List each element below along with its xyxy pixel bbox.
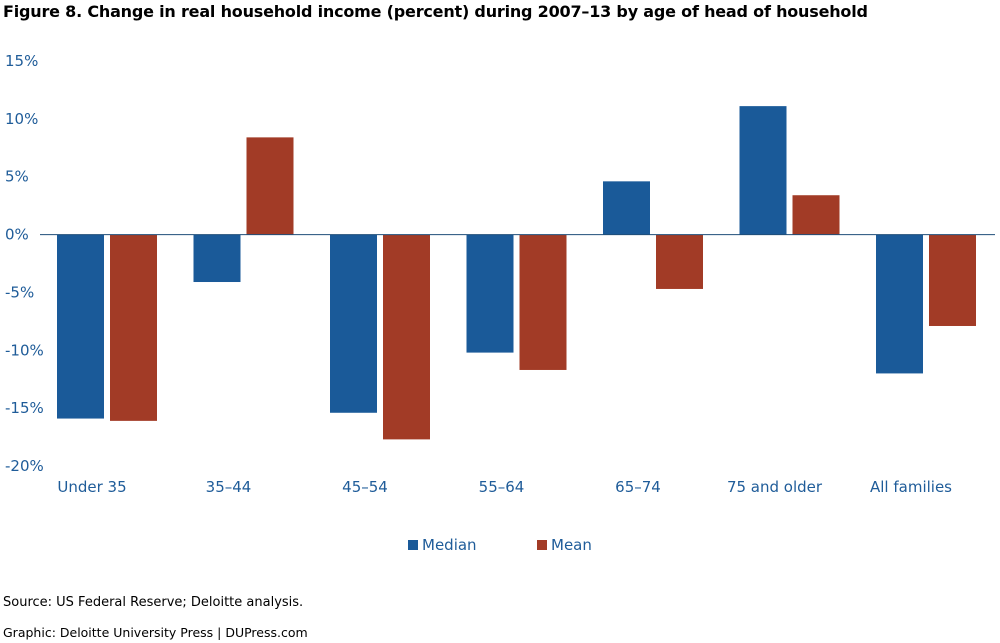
x-category-label: 35–44: [206, 478, 252, 496]
legend: Median Mean: [0, 536, 1000, 556]
legend-swatch-mean: [537, 540, 547, 550]
bar-mean: [929, 234, 976, 326]
bar-median: [193, 234, 241, 283]
x-axis-labels: Under 35 35–44 45–54 55–64 65–74 75 and older…: [57, 478, 952, 496]
chart-title: Figure 8. Change in real household incom…: [3, 2, 868, 21]
x-category-label: 75 and older: [727, 478, 823, 496]
x-category-label: 45–54: [342, 478, 388, 496]
x-category-label: 55–64: [479, 478, 525, 496]
y-tick-label: -10%: [5, 341, 44, 359]
graphic-credit: Graphic: Deloitte University Press | DUP…: [3, 625, 308, 640]
y-tick-label: 15%: [5, 52, 38, 70]
legend-swatch-median: [408, 540, 418, 550]
bar-mean: [383, 234, 430, 440]
legend-item-mean: Mean: [537, 536, 592, 554]
bar-mean: [792, 195, 840, 235]
legend-label-median: Median: [422, 536, 477, 554]
legend-label-mean: Mean: [551, 536, 592, 554]
x-category-label: All families: [870, 478, 952, 496]
bar-median: [603, 181, 650, 235]
y-tick-label: -20%: [5, 457, 44, 475]
bar-median: [466, 234, 514, 353]
y-tick-label: 10%: [5, 110, 38, 128]
y-tick-label: 0%: [5, 226, 29, 244]
y-axis-ticks: 15% 10% 5% 0% -5% -10% -15% -20%: [5, 52, 44, 475]
bar-mean: [246, 137, 294, 235]
bar-median: [876, 234, 923, 374]
x-category-label: Under 35: [57, 478, 126, 496]
bar-mean: [656, 234, 703, 289]
y-tick-label: -15%: [5, 399, 44, 417]
source-note: Source: US Federal Reserve; Deloitte ana…: [3, 595, 304, 610]
bar-median: [739, 106, 787, 235]
bar-median: [57, 234, 104, 419]
bar-mean: [110, 234, 157, 421]
x-category-label: 65–74: [615, 478, 661, 496]
bars: [57, 106, 976, 440]
bar-mean: [519, 234, 567, 370]
bar-median: [330, 234, 377, 413]
y-tick-label: -5%: [5, 283, 34, 301]
legend-item-median: Median: [408, 536, 477, 554]
bar-chart: 15% 10% 5% 0% -5% -10% -15% -20% Under 35 35–44 4…: [5, 52, 995, 496]
y-tick-label: 5%: [5, 168, 29, 186]
